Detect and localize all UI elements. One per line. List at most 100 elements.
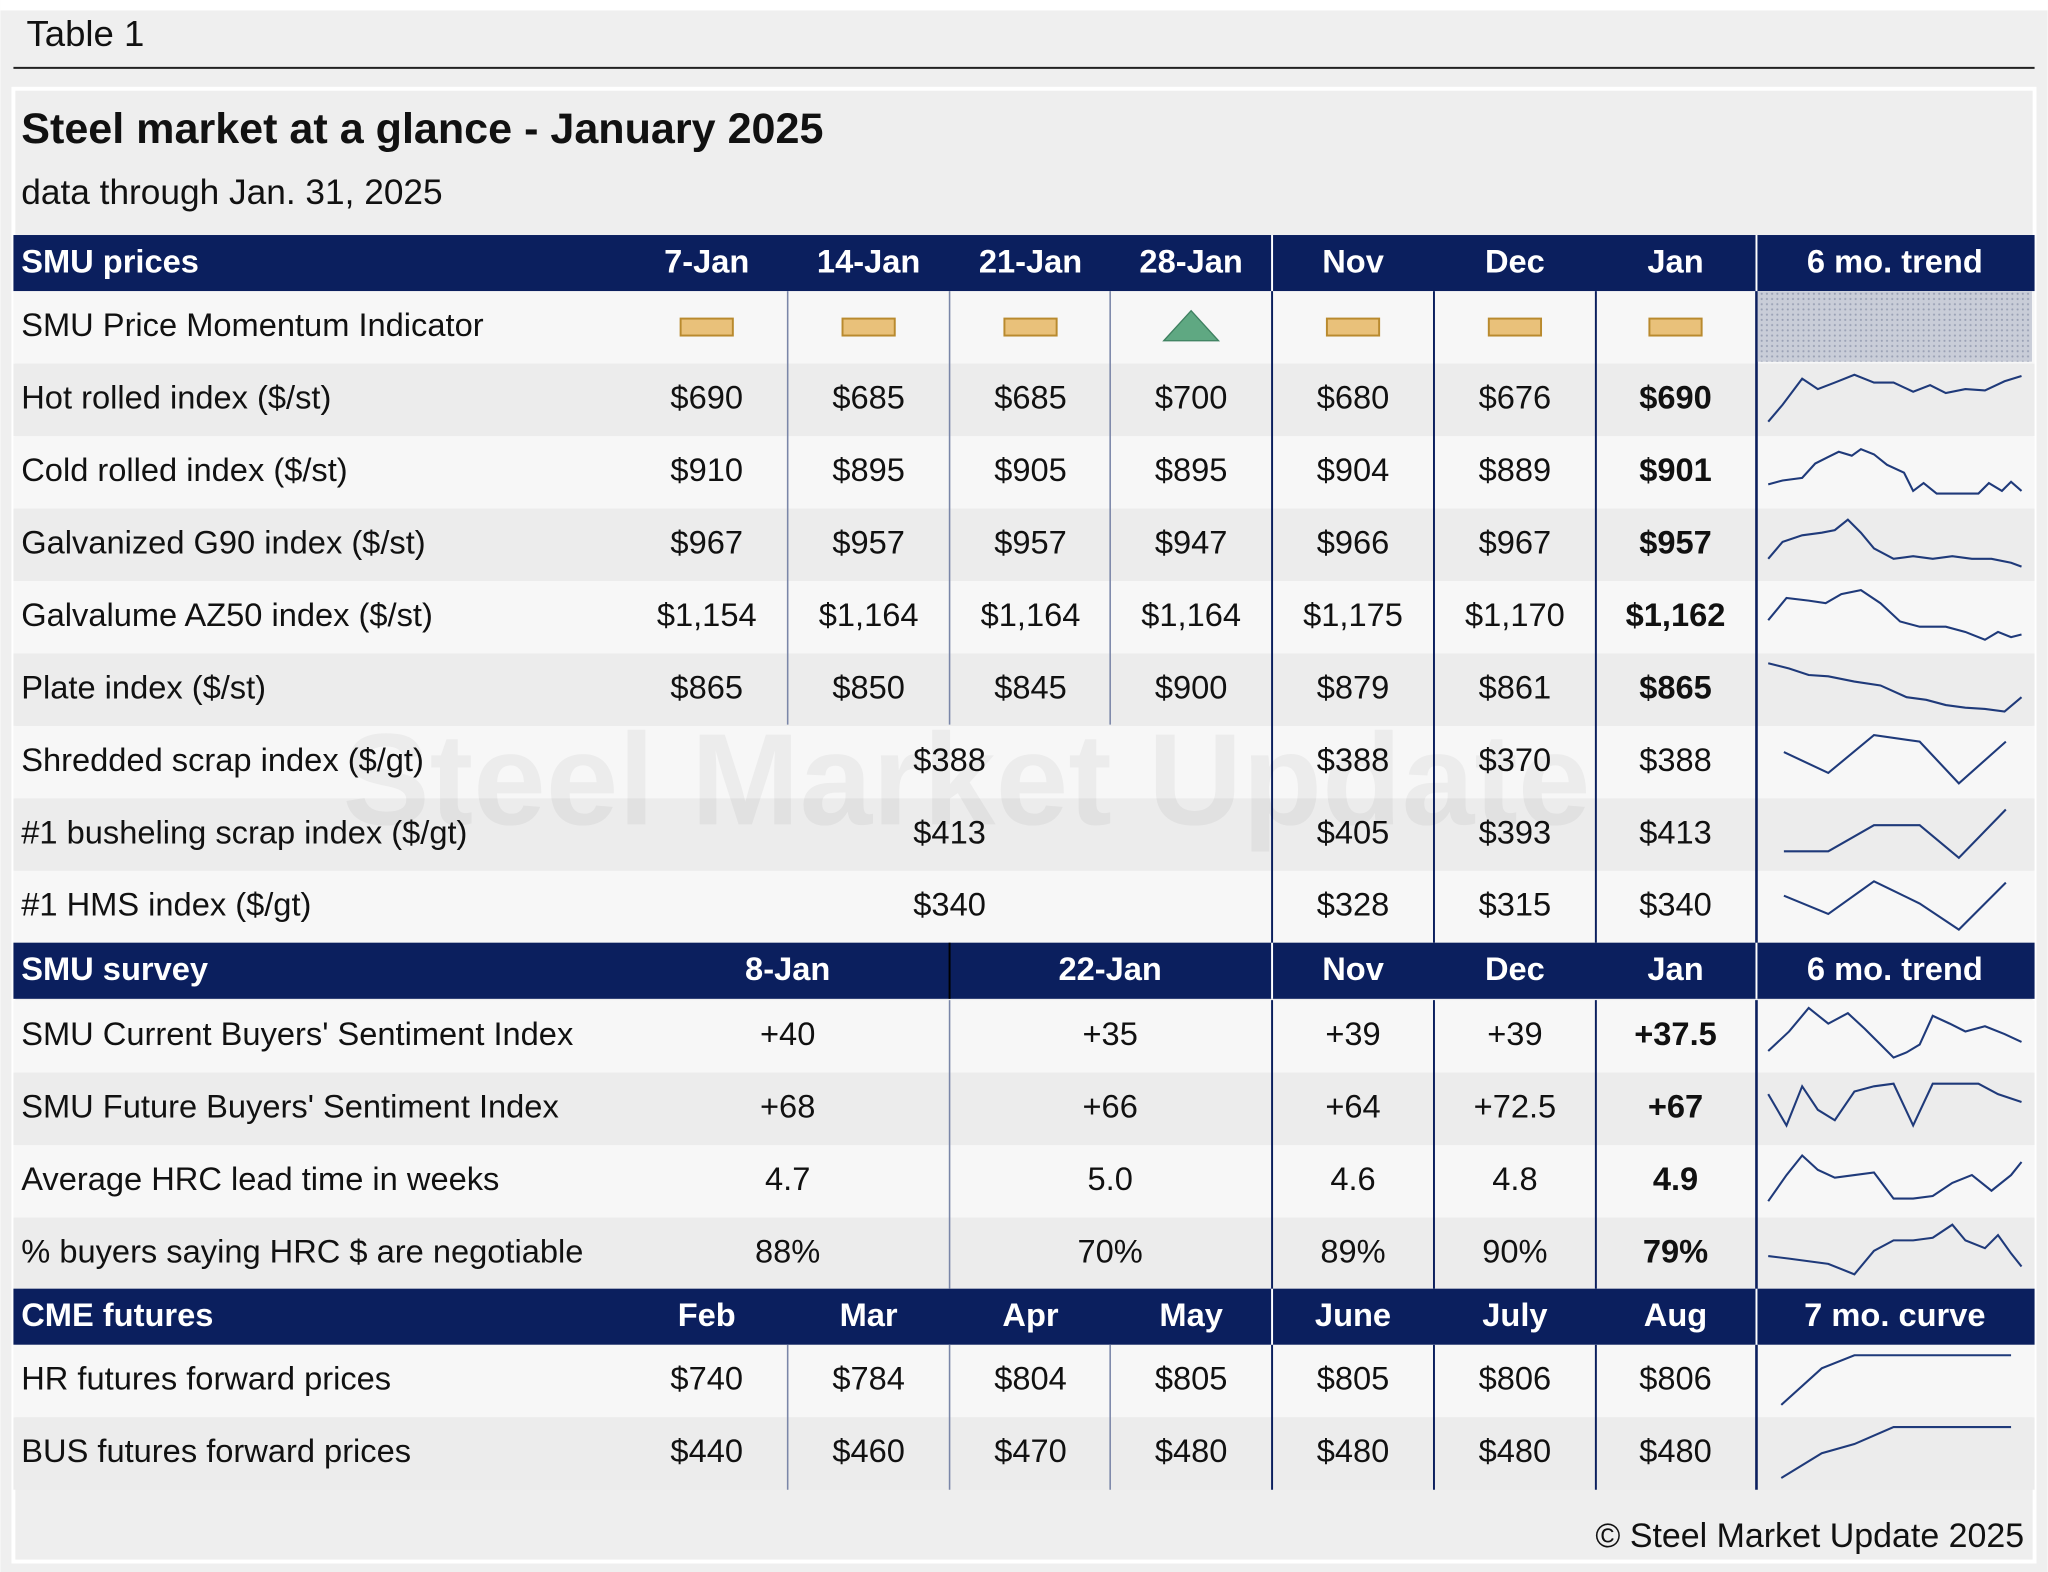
cell-value: $904 [1317, 451, 1390, 488]
cell-value: +72.5 [1474, 1087, 1557, 1124]
column-header: Jan [1647, 950, 1703, 987]
cell-value: $690 [670, 378, 743, 415]
cell-value: $685 [832, 378, 905, 415]
cell-value: 4.9 [1653, 1160, 1698, 1197]
cell-value: $905 [994, 451, 1067, 488]
row-band [13, 653, 2035, 726]
cell-value: +35 [1083, 1015, 1138, 1052]
row-label: SMU Current Buyers' Sentiment Index [21, 1015, 573, 1052]
cell-value: +64 [1325, 1087, 1380, 1124]
cell-value: 89% [1320, 1232, 1385, 1269]
momentum-neutral [1003, 317, 1058, 337]
cell-value: $957 [1639, 523, 1712, 560]
row-label: SMU Future Buyers' Sentiment Index [21, 1087, 559, 1124]
cell-value: $676 [1479, 378, 1552, 415]
column-header: 6 mo. trend [1807, 242, 1983, 279]
cell-value: $957 [832, 523, 905, 560]
cell-value: 90% [1482, 1232, 1547, 1269]
cell-value: $460 [832, 1432, 905, 1469]
row-band [13, 508, 2035, 582]
cell-value: $1,154 [657, 596, 757, 633]
row-label: #1 busheling scrap index ($/gt) [21, 813, 467, 850]
sparkline [1783, 733, 2007, 785]
cell-value: $315 [1479, 886, 1552, 923]
top-strip [0, 0, 2048, 11]
cell-value: $340 [913, 886, 986, 923]
cell-value: $865 [1639, 668, 1712, 705]
cell-value: $957 [994, 523, 1067, 560]
cell-value: $805 [1155, 1360, 1228, 1397]
cell-value: $861 [1479, 668, 1552, 705]
momentum-neutral [1648, 317, 1703, 337]
title: Steel market at a glance - January 2025 [21, 105, 823, 153]
column-header: 7 mo. curve [1804, 1296, 1985, 1333]
cell-value: $805 [1317, 1360, 1390, 1397]
sparkline [1768, 1223, 2023, 1276]
cell-value: $947 [1155, 523, 1228, 560]
row-label: Average HRC lead time in weeks [21, 1160, 499, 1197]
section-header [13, 235, 2035, 292]
section-title: CME futures [21, 1296, 213, 1333]
column-header: 14-Jan [817, 242, 920, 279]
column-header: July [1482, 1296, 1547, 1333]
cell-value: $328 [1317, 886, 1390, 923]
cell-value: $967 [670, 523, 743, 560]
column-header: 28-Jan [1139, 242, 1242, 279]
cell-value: +39 [1325, 1015, 1380, 1052]
row-label: % buyers saying HRC $ are negotiable [21, 1232, 583, 1269]
cell-value: $413 [913, 813, 986, 850]
row-band [13, 1417, 2035, 1490]
cell-value: $480 [1479, 1432, 1552, 1469]
column-header: 8-Jan [745, 950, 830, 987]
cell-value: $806 [1639, 1360, 1712, 1397]
cell-value: $470 [994, 1432, 1067, 1469]
cell-value: $413 [1639, 813, 1712, 850]
row-label: Shredded scrap index ($/gt) [21, 741, 424, 778]
column-header: Dec [1485, 950, 1545, 987]
table-body: SMU prices 7-Jan 14-Jan 21-Jan 28-Jan Nov Dec J… [13, 235, 2035, 1490]
cell-value: $804 [994, 1360, 1067, 1397]
column-header: 22-Jan [1058, 950, 1161, 987]
cell-value: $865 [670, 668, 743, 705]
cell-value: +40 [760, 1015, 815, 1052]
cell-value: 4.8 [1492, 1160, 1537, 1197]
row-band [13, 725, 2035, 799]
sparkline [1767, 589, 2022, 641]
cell-value: 70% [1078, 1232, 1143, 1269]
row-label: Galvanized G90 index ($/st) [21, 523, 425, 560]
row-label: Cold rolled index ($/st) [21, 451, 347, 488]
indicators [679, 291, 2032, 362]
sparkline [1783, 880, 2007, 931]
cell-value: $700 [1155, 378, 1228, 415]
section-header [13, 1288, 2035, 1345]
cell-value: +37.5 [1634, 1015, 1717, 1052]
cell-value: $1,164 [981, 596, 1081, 633]
table-label: Table 1 [26, 13, 144, 54]
cell-value: $1,162 [1626, 596, 1726, 633]
cell-value: $966 [1317, 523, 1390, 560]
cell-value: $845 [994, 668, 1067, 705]
watermark: Steel Market Update [343, 706, 1591, 852]
row-band [13, 1145, 2035, 1218]
cell-value: +39 [1487, 1015, 1542, 1052]
column-header: Mar [840, 1296, 898, 1333]
sparkline [1767, 662, 2023, 713]
cell-value: 79% [1643, 1232, 1708, 1269]
cell-value: $480 [1155, 1432, 1228, 1469]
section-title: SMU prices [21, 242, 199, 279]
sparkline [1780, 1426, 2012, 1479]
column-header: June [1315, 1296, 1391, 1333]
row-band [13, 798, 2035, 871]
cell-value: $1,164 [1141, 596, 1241, 633]
column-header: 6 mo. trend [1807, 950, 1983, 987]
row-label: #1 HMS index ($/gt) [21, 886, 311, 923]
cell-value: $900 [1155, 668, 1228, 705]
cell-value: $690 [1639, 378, 1712, 415]
cell-value: $480 [1639, 1432, 1712, 1469]
momentum-neutral [1487, 317, 1543, 337]
cell-value: 88% [755, 1232, 820, 1269]
column-header: May [1159, 1296, 1222, 1333]
cell-value: +68 [760, 1087, 815, 1124]
sparkline [1783, 808, 2007, 860]
